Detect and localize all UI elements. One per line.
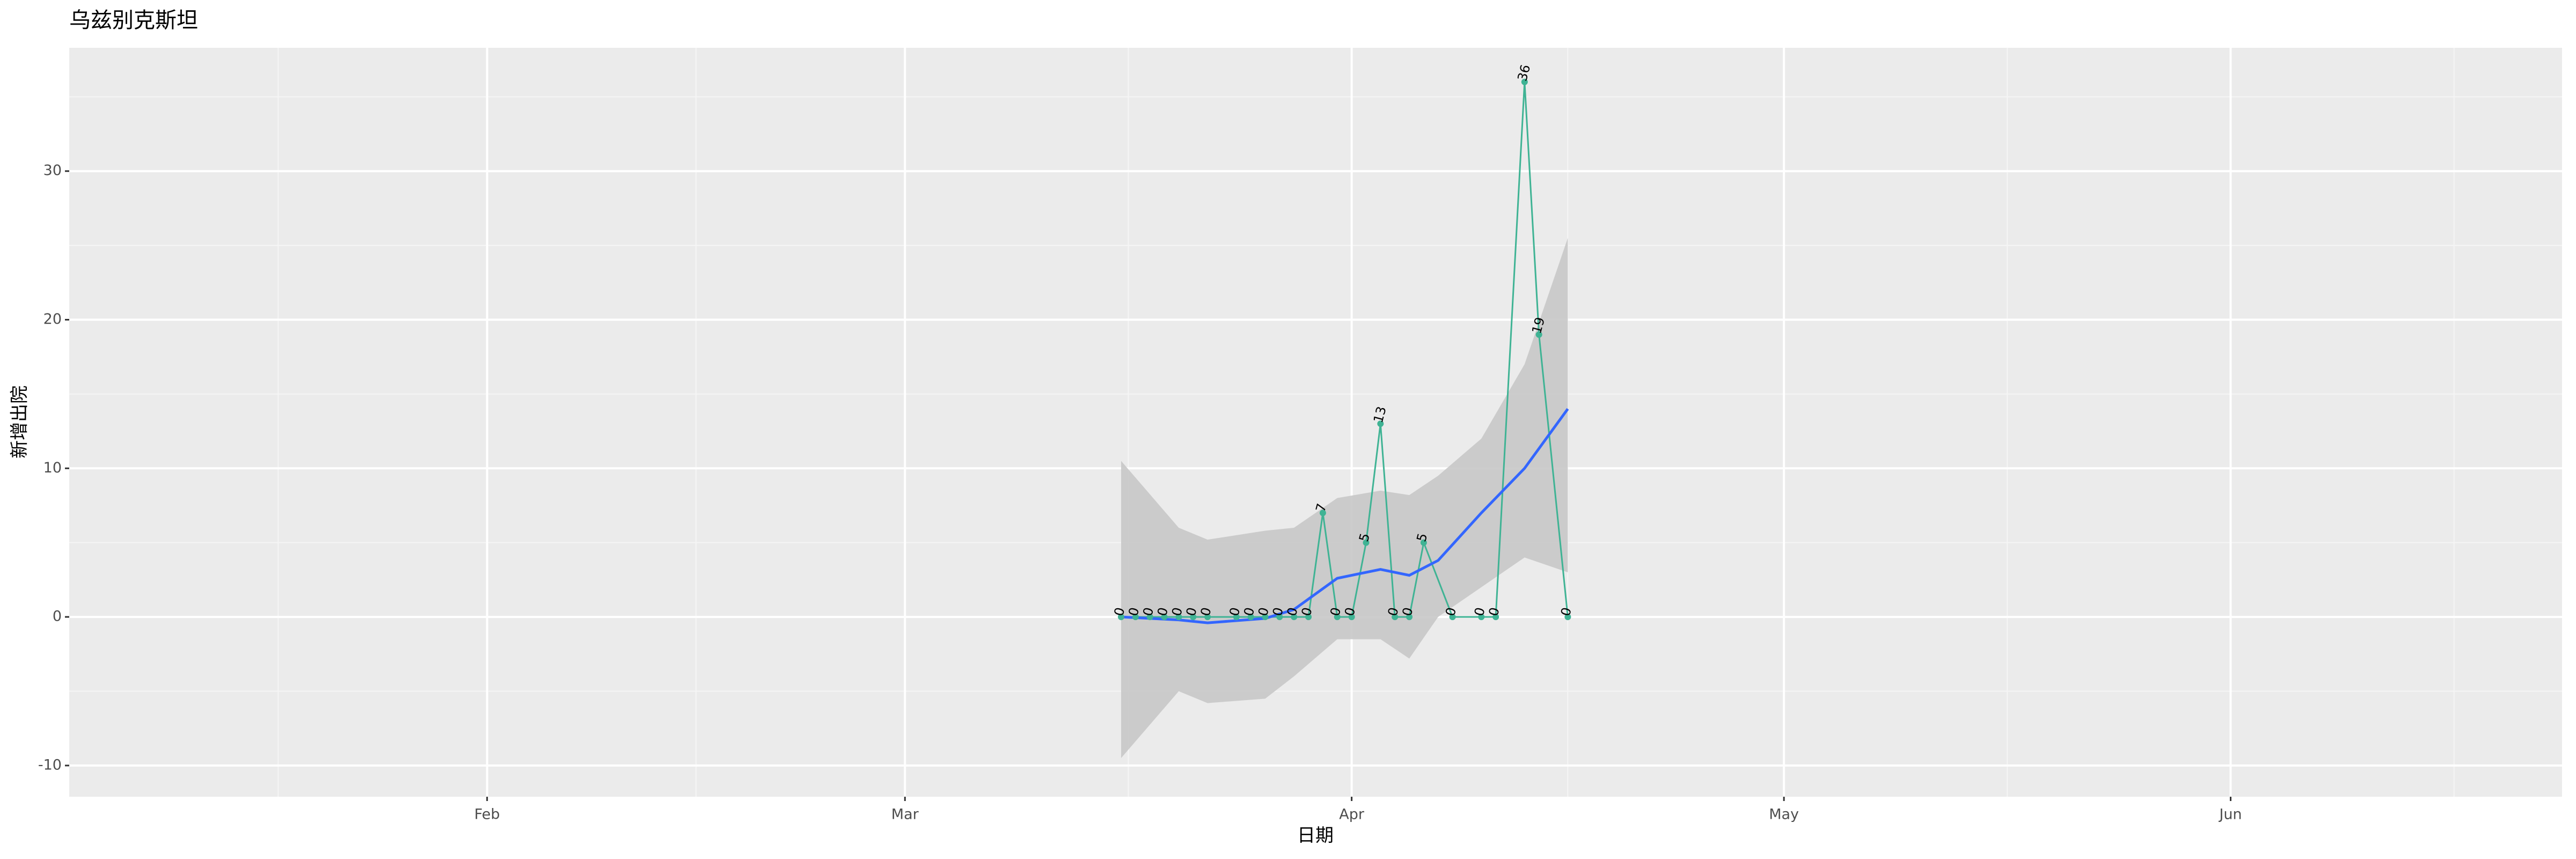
point <box>1291 614 1298 621</box>
point <box>1247 614 1254 621</box>
point <box>1492 614 1499 621</box>
point <box>1564 614 1571 621</box>
x-axis-title: 日期 <box>1297 825 1334 847</box>
data-label: 0 <box>1284 606 1301 617</box>
confidence-band <box>1121 238 1568 759</box>
y-tick-label: -10 <box>38 756 62 773</box>
x-tick-label: May <box>1769 806 1799 823</box>
point <box>1175 614 1182 621</box>
point <box>1305 614 1312 621</box>
point <box>1233 614 1240 621</box>
chart-title: 乌兹别克斯坦 <box>69 8 198 33</box>
data-label: 0 <box>1226 606 1243 617</box>
point <box>1334 614 1341 621</box>
x-tick-label: Feb <box>474 806 500 823</box>
data-label: 0 <box>1154 606 1171 617</box>
data-label: 0 <box>1558 606 1575 617</box>
data-label: 7 <box>1313 502 1329 514</box>
data-label: 0 <box>1327 606 1344 617</box>
x-tick-label: Apr <box>1339 806 1365 823</box>
point <box>1190 614 1197 621</box>
point <box>1449 614 1456 621</box>
data-label: 0 <box>1486 606 1503 617</box>
data-label: 5 <box>1414 532 1430 543</box>
data-label: 0 <box>1140 606 1157 617</box>
point <box>1363 539 1370 546</box>
data-label: 0 <box>1270 606 1286 617</box>
point <box>1276 614 1283 621</box>
point <box>1262 614 1269 621</box>
data-label: 0 <box>1125 606 1142 617</box>
data-label: 0 <box>1183 606 1200 617</box>
point <box>1204 614 1211 621</box>
y-tick-label: 10 <box>43 460 62 476</box>
data-label: 0 <box>1443 606 1459 617</box>
data-label: 0 <box>1111 606 1128 617</box>
x-tick-label: Mar <box>891 806 919 823</box>
data-label: 0 <box>1385 606 1402 617</box>
data-label: 0 <box>1169 606 1185 617</box>
point <box>1535 331 1542 338</box>
data-label: 0 <box>1342 606 1358 617</box>
point <box>1118 614 1125 621</box>
point <box>1348 614 1355 621</box>
point <box>1319 509 1326 516</box>
y-tick-label: 30 <box>43 162 62 179</box>
point <box>1146 614 1153 621</box>
point <box>1161 614 1168 621</box>
y-tick-label: 20 <box>43 311 62 327</box>
x-tick-label: Jun <box>2218 806 2242 823</box>
data-label: 0 <box>1400 606 1416 617</box>
data-label: 0 <box>1255 606 1272 617</box>
data-label: 0 <box>1472 606 1488 617</box>
y-axis-title: 新增出院 <box>9 385 31 458</box>
point <box>1521 78 1528 85</box>
point <box>1392 614 1399 621</box>
data-label: 0 <box>1198 606 1214 617</box>
data-label: 0 <box>1241 606 1257 617</box>
data-label: 0 <box>1299 606 1315 617</box>
point <box>1478 614 1485 621</box>
point <box>1406 614 1413 621</box>
point <box>1132 614 1139 621</box>
point <box>1420 539 1427 546</box>
point <box>1377 420 1384 427</box>
smooth-line <box>1121 408 1569 624</box>
y-tick-label: 0 <box>53 608 62 625</box>
data-label: 5 <box>1356 532 1373 543</box>
panel <box>69 48 2562 797</box>
